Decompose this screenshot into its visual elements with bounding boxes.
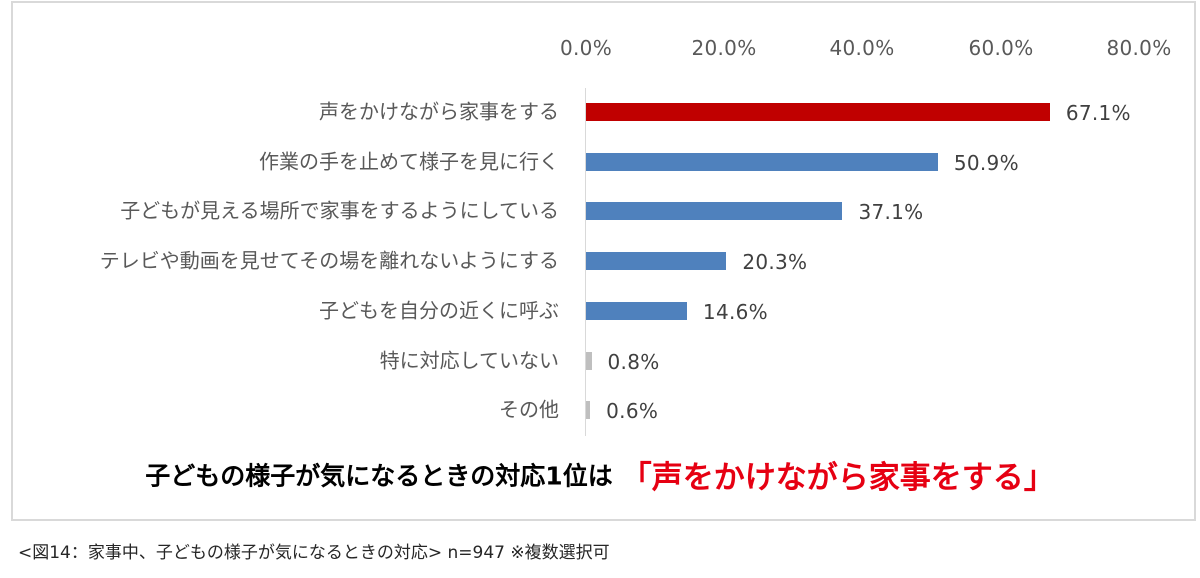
value-label: 0.8% [607,349,660,374]
category-label: 子どもを自分の近くに呼ぶ [319,298,559,323]
value-label: 20.3% [742,250,808,275]
figure-caption: <図14：家事中、子どもの様子が気になるときの対応> n=947 ※複数選択可 [18,543,610,563]
x-tick: 60.0% [968,36,1034,60]
headline: 子どもの様子が気になるときの対応1位は 「声をかけながら家事をする」 [0,452,1200,497]
value-label: 50.9% [953,150,1019,175]
headline-main-text: 子どもの様子が気になるときの対応1位は [145,461,613,491]
bar [586,202,843,221]
category-label: 声をかけながら家事をする [319,99,559,124]
x-tick: 80.0% [1106,36,1172,60]
x-tick: 20.0% [691,36,757,60]
bar [586,103,1050,121]
y-axis-line [585,88,586,436]
category-label: その他 [499,397,559,422]
value-label: 67.1% [1065,101,1131,125]
bar [586,252,727,271]
value-label: 14.6% [702,299,768,324]
bar [586,401,591,420]
category-label: 子どもが見える場所で家事をするようにしている [120,198,559,223]
bar [586,351,592,370]
category-label: テレビや動画を見せてその場を離れないようにする [99,248,559,273]
x-tick: 0.0% [559,36,613,60]
x-tick: 40.0% [829,36,895,60]
value-label: 37.1% [858,200,924,225]
category-label: 特に対応していない [379,348,559,372]
category-label: 作業の手を止めて様子を見に行く [259,149,559,174]
value-label: 0.6% [606,399,659,424]
headline-accent-text: 「声をかけながら家事をする」 [620,460,1055,496]
bar [586,152,938,171]
bar [586,301,687,320]
